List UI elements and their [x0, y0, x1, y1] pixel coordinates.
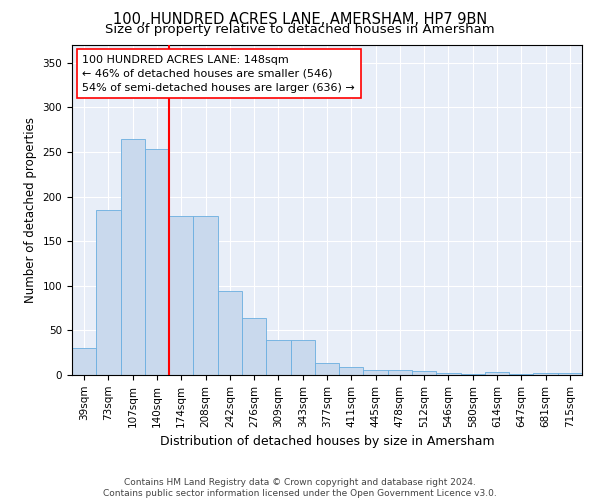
Bar — [121, 138, 145, 375]
Bar — [412, 370, 436, 375]
Bar — [169, 216, 193, 375]
Bar — [388, 370, 412, 375]
Bar — [266, 340, 290, 375]
Bar — [218, 291, 242, 375]
Bar — [193, 216, 218, 375]
Bar — [533, 373, 558, 375]
Text: 100, HUNDRED ACRES LANE, AMERSHAM, HP7 9BN: 100, HUNDRED ACRES LANE, AMERSHAM, HP7 9… — [113, 12, 487, 28]
X-axis label: Distribution of detached houses by size in Amersham: Distribution of detached houses by size … — [160, 435, 494, 448]
Y-axis label: Number of detached properties: Number of detached properties — [24, 117, 37, 303]
Bar — [558, 373, 582, 375]
Text: Contains HM Land Registry data © Crown copyright and database right 2024.
Contai: Contains HM Land Registry data © Crown c… — [103, 478, 497, 498]
Bar — [461, 374, 485, 375]
Bar — [290, 340, 315, 375]
Bar — [72, 348, 96, 375]
Bar — [96, 210, 121, 375]
Text: 100 HUNDRED ACRES LANE: 148sqm
← 46% of detached houses are smaller (546)
54% of: 100 HUNDRED ACRES LANE: 148sqm ← 46% of … — [82, 55, 355, 93]
Bar — [509, 374, 533, 375]
Bar — [145, 150, 169, 375]
Bar — [339, 367, 364, 375]
Bar — [364, 370, 388, 375]
Bar — [315, 364, 339, 375]
Bar — [242, 318, 266, 375]
Text: Size of property relative to detached houses in Amersham: Size of property relative to detached ho… — [105, 22, 495, 36]
Bar — [436, 373, 461, 375]
Bar — [485, 372, 509, 375]
